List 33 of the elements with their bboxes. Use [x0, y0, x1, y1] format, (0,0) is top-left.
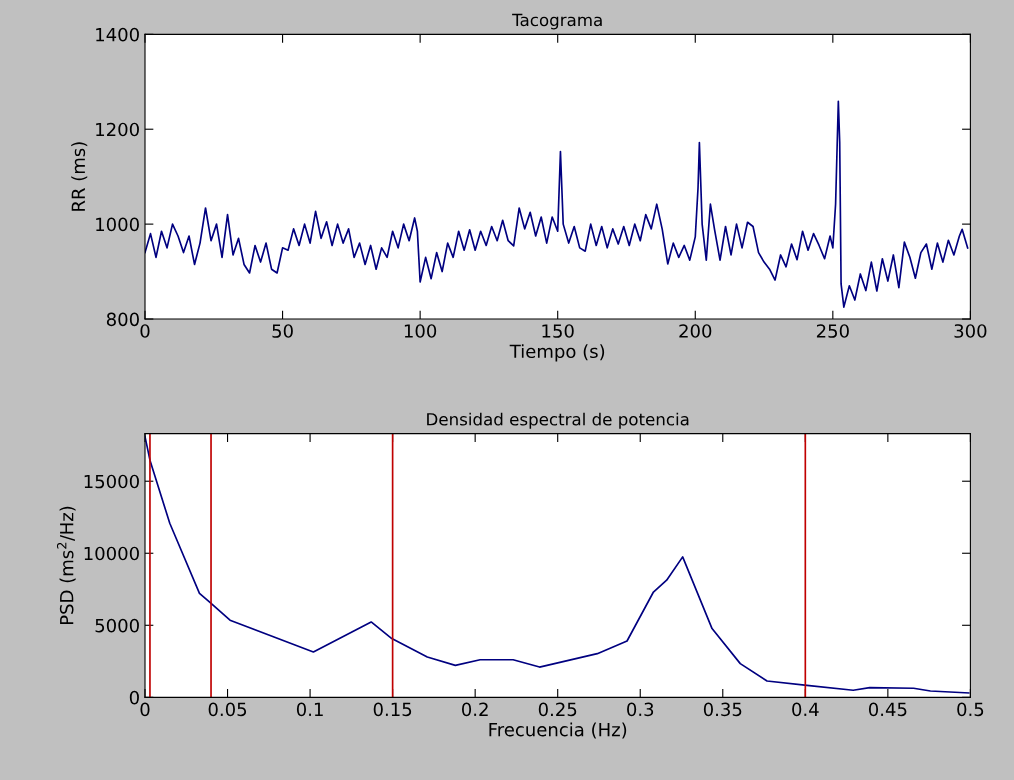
x-tick-label: 0.4	[792, 702, 819, 717]
y-tick-label: 15000	[84, 474, 139, 489]
x-tick-label: 0	[140, 702, 150, 717]
y-axis-title: PSD (ms$^{2}$/Hz)	[56, 506, 76, 625]
x-tick-label: 150	[542, 324, 574, 338]
y-tick-label: 1000	[96, 217, 139, 232]
x-tick-label: 0.2	[461, 702, 488, 717]
x-tick-label: 0.25	[538, 702, 577, 717]
x-tick-label: 300	[954, 324, 987, 338]
chart-title: Densidad espectral de potencia	[427, 412, 689, 429]
y-tick-label: 5000	[95, 618, 139, 633]
x-axis-title: Tiempo (s)	[509, 344, 605, 362]
line-series	[145, 100, 969, 308]
y-tick-label: 0	[129, 690, 139, 705]
x-axis-title: Frecuencia (Hz)	[489, 722, 627, 739]
x-tick-label: 200	[679, 324, 712, 338]
chart-title: Tacograma	[512, 13, 602, 30]
x-tick-label: 0	[140, 324, 150, 338]
x-tick-label: 0.5	[957, 702, 984, 717]
x-tick-label: 0.3	[627, 702, 654, 717]
x-tick-label: 0.35	[703, 702, 742, 717]
x-tick-label: 0.45	[868, 702, 907, 717]
x-tick-label: 50	[272, 324, 293, 338]
x-tick-label: 0.15	[373, 702, 412, 717]
y-tick-label: 10000	[84, 546, 139, 561]
x-tick-label: 0.1	[296, 702, 323, 717]
y-tick-label: 1400	[96, 27, 139, 42]
y-axis-title: RR (ms)	[71, 142, 88, 211]
y-tick-label: 800	[106, 312, 139, 327]
x-tick-label: 0.05	[208, 702, 247, 717]
y-tick-label: 1200	[96, 122, 139, 137]
x-tick-label: 100	[404, 324, 437, 338]
x-tick-label: 250	[816, 324, 849, 338]
